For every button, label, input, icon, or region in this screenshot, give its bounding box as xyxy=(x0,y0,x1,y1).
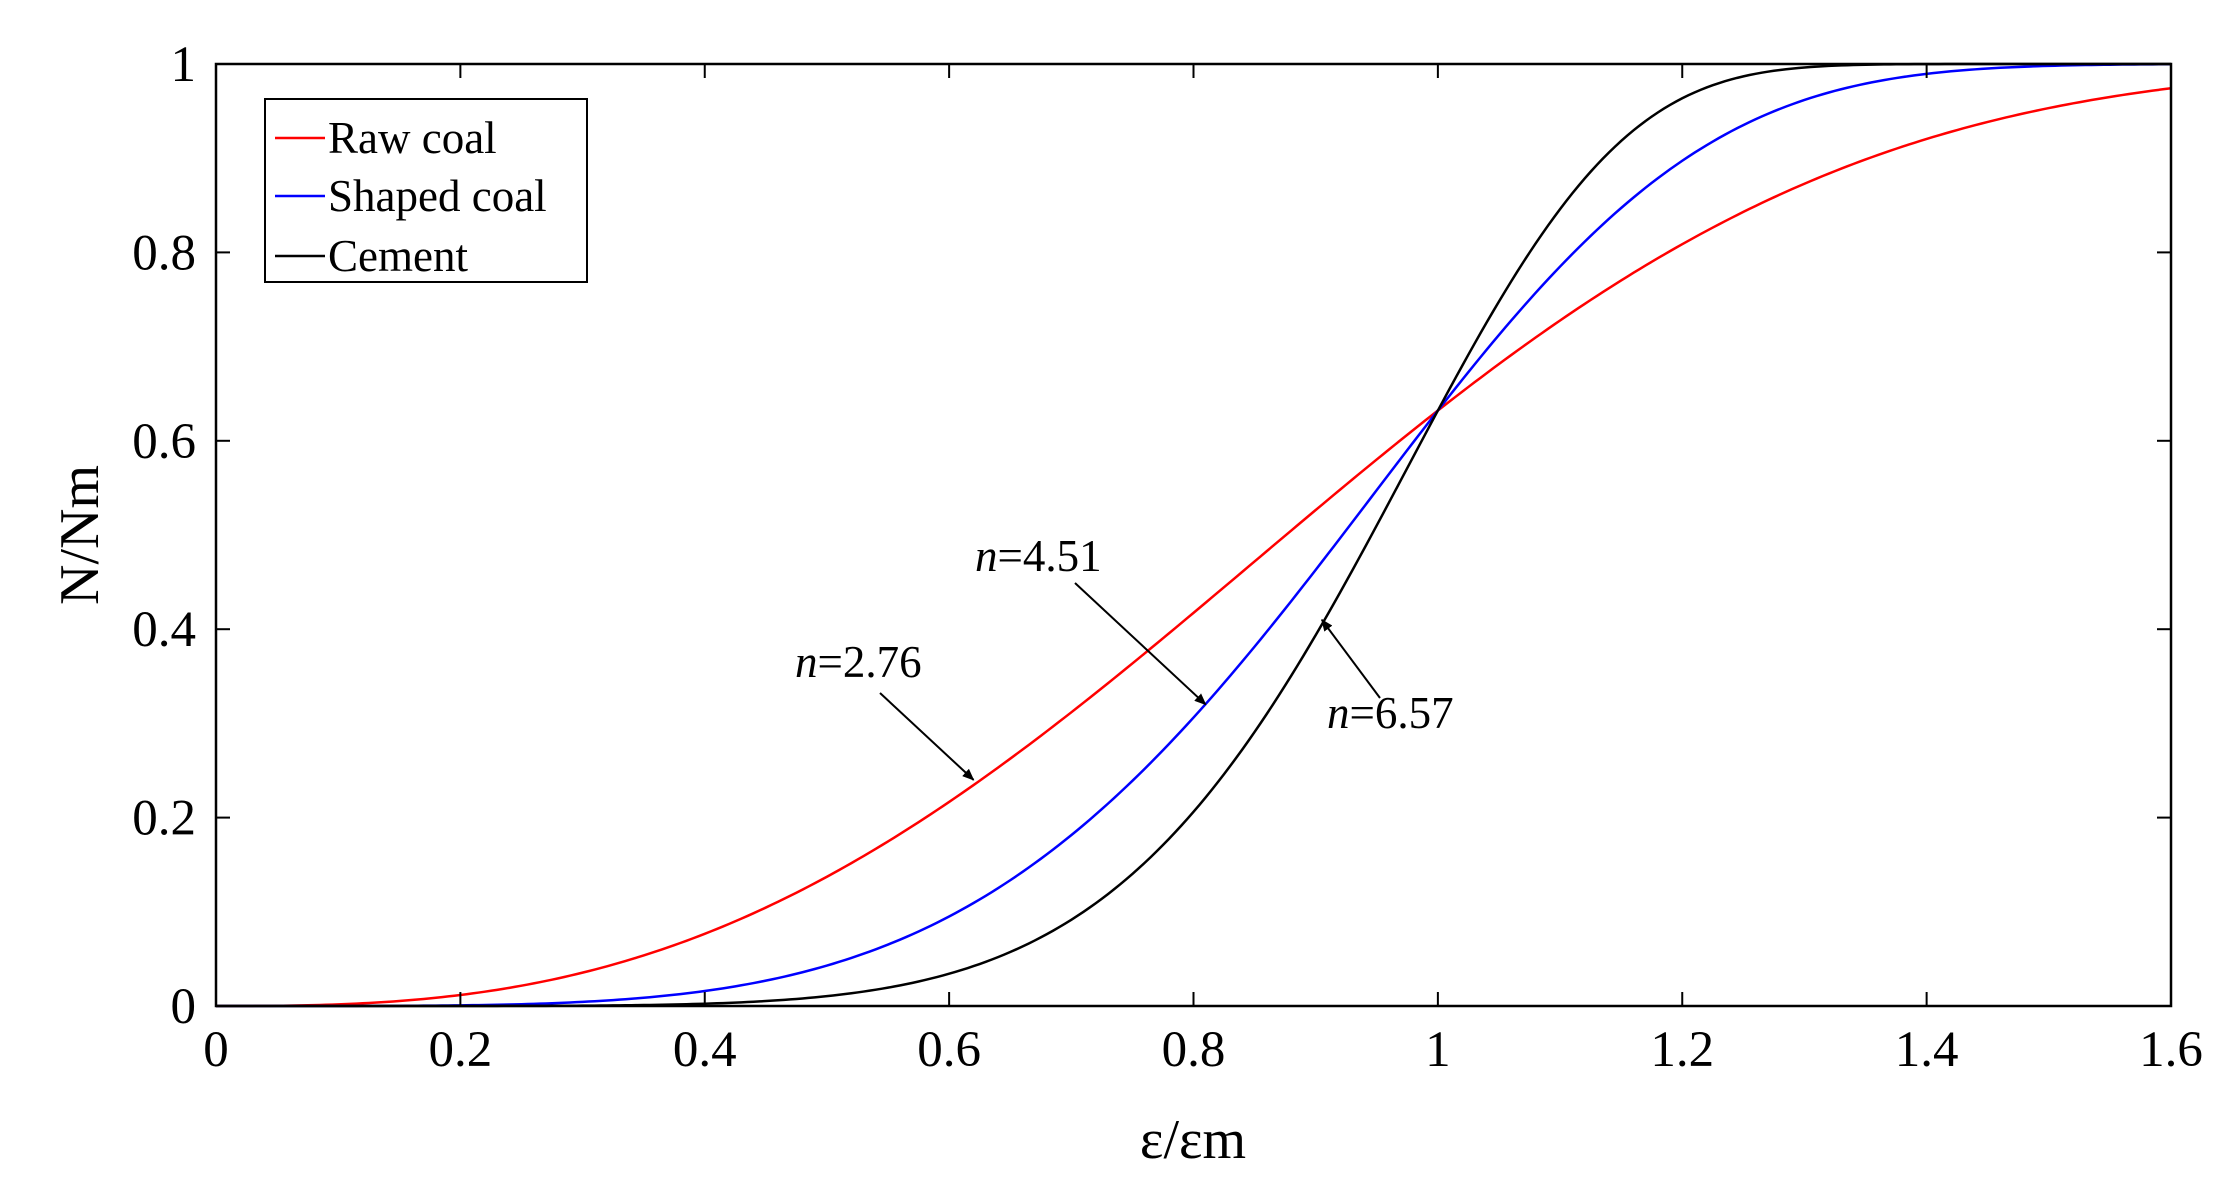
y-tick-label: 0.6 xyxy=(132,414,196,470)
annotation-arrow xyxy=(1074,582,1207,706)
annotation-label: n=2.76 xyxy=(795,637,922,687)
y-tick-label: 1 xyxy=(171,37,197,93)
x-tick-label: 0 xyxy=(203,1022,229,1078)
x-tick-label: 1 xyxy=(1425,1022,1451,1078)
annotation-arrow xyxy=(1320,618,1381,699)
ticks-layer: 0 0.2 0.4 0.6 0.8 1 1.2 1.4 1.6 0 0.2 0.4 0.6 0.8 1 xyxy=(132,37,2203,1078)
series-line-raw-coal xyxy=(216,87,2172,1008)
annotation-arrow xyxy=(879,692,975,781)
series-line-shaped-coal xyxy=(216,62,2172,1008)
x-tick-label: 0.2 xyxy=(429,1022,493,1078)
x-tick-label: 1.6 xyxy=(2139,1022,2203,1078)
legend-label-shaped-coal: Shaped coal xyxy=(328,171,547,221)
x-tick-label: 0.4 xyxy=(673,1022,737,1078)
legend-label-raw-coal: Raw coal xyxy=(328,113,497,163)
y-tick-label: 0.4 xyxy=(132,602,196,658)
annotation-layer: n=2.76 n=4.51 n=6.57 xyxy=(795,531,1454,781)
x-tick-label: 1.4 xyxy=(1895,1022,1959,1078)
y-tick-label: 0.2 xyxy=(132,791,196,847)
legend: Raw coal Shaped coal Cement xyxy=(264,98,588,283)
y-axis-label: N/Nm xyxy=(49,465,111,605)
x-tick-label: 0.8 xyxy=(1162,1022,1226,1078)
legend-box xyxy=(264,98,588,283)
y-tick-label: 0.8 xyxy=(132,225,196,281)
legend-label-cement: Cement xyxy=(328,231,468,281)
x-tick-label: 1.2 xyxy=(1650,1022,1714,1078)
x-tick-label: 0.6 xyxy=(917,1022,981,1078)
annotation-label: n=4.51 xyxy=(975,531,1102,581)
plot-frame xyxy=(214,62,2173,1008)
annotation-label: n=6.57 xyxy=(1327,688,1454,738)
y-tick-label: 0 xyxy=(171,979,197,1035)
x-axis-label: ε/εm xyxy=(1140,1109,1246,1171)
